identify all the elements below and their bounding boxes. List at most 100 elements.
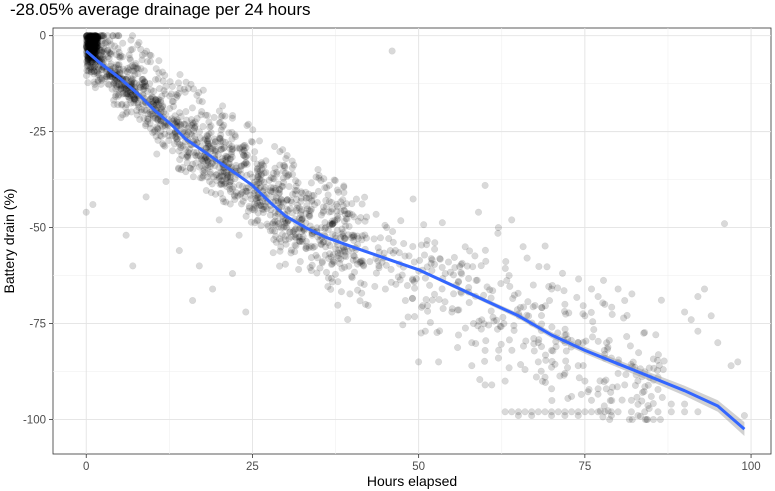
data-point [225,129,233,137]
data-point [91,48,99,57]
data-point [621,296,629,305]
data-point [184,148,192,156]
data-point [496,322,504,330]
data-point [186,145,194,153]
data-point [91,32,99,40]
data-point [303,205,311,213]
data-point [579,362,587,370]
data-point [513,306,521,314]
data-point [114,61,122,69]
data-point [450,253,458,261]
data-point [264,222,272,230]
data-point [83,32,91,40]
data-point [271,197,280,205]
data-point [219,145,227,153]
data-point [287,233,296,241]
data-point [146,108,154,116]
data-point [327,208,335,216]
data-point [687,316,695,324]
data-point [217,131,225,139]
data-point [561,325,569,333]
data-point [131,96,140,104]
data-point [170,140,179,148]
data-point [205,130,213,138]
data-point [93,67,101,75]
data-point [186,164,194,172]
data-point [399,321,407,329]
data-point [486,286,494,294]
data-point [91,32,100,40]
data-point [276,161,284,169]
data-point [129,262,137,270]
data-point [90,46,98,54]
data-point [153,99,161,107]
data-point [237,200,246,208]
data-point [436,327,444,335]
data-point [89,35,97,44]
data-point [423,263,431,271]
data-point [90,32,99,40]
data-point [169,102,178,110]
data-point [87,34,95,42]
data-point [221,138,230,146]
data-point [106,49,114,57]
data-point [217,113,225,121]
data-point [161,90,169,98]
data-point [131,61,139,69]
data-point [219,172,227,181]
data-point [86,34,95,42]
data-point [84,34,92,42]
data-point [404,313,412,321]
data-point [634,400,642,408]
data-point [204,142,212,150]
data-point [333,186,341,194]
data-point [411,313,419,321]
data-point [200,136,208,144]
data-point [295,265,303,273]
data-point [288,209,296,217]
data-point [587,285,596,293]
data-point [423,236,431,245]
data-point [634,377,642,385]
data-point [740,412,748,420]
data-point [185,122,193,130]
data-point [562,331,570,339]
data-point [94,32,102,40]
data-point [347,234,355,242]
data-point [344,316,352,324]
data-point [350,252,358,260]
data-point [501,264,509,272]
data-point [328,221,336,229]
data-point [211,146,220,154]
data-point [659,366,667,374]
data-point [128,91,137,99]
data-point [153,123,161,131]
data-point [279,146,287,154]
data-point [93,43,101,51]
data-point [119,111,127,119]
data-point [151,114,159,122]
data-point [122,86,130,94]
data-point [254,193,262,202]
data-point [350,232,358,240]
data-point [579,339,587,347]
data-point [91,46,99,54]
data-point [94,76,102,84]
data-point [206,142,214,151]
data-point [234,192,242,200]
data-point [295,204,303,212]
data-point [315,171,323,179]
data-point [111,64,119,72]
data-point [254,193,262,201]
data-point [160,87,168,95]
data-point [132,80,140,88]
data-point [514,289,522,297]
data-point [333,226,341,234]
data-point [288,164,296,172]
data-point [313,254,322,262]
data-point [204,140,212,149]
data-point [534,358,542,366]
data-point [360,262,368,270]
data-point [90,67,98,75]
data-point [348,211,356,219]
